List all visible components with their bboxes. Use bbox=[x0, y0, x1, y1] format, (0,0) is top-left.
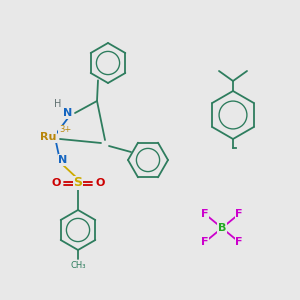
Text: B: B bbox=[218, 223, 226, 233]
Text: F: F bbox=[235, 237, 243, 247]
Text: N: N bbox=[58, 155, 68, 165]
Text: 3+: 3+ bbox=[59, 125, 71, 134]
Text: S: S bbox=[74, 176, 82, 190]
Text: F: F bbox=[201, 237, 209, 247]
Text: N: N bbox=[63, 108, 73, 118]
Text: O: O bbox=[95, 178, 105, 188]
Text: O: O bbox=[51, 178, 61, 188]
Text: F: F bbox=[235, 209, 243, 219]
Text: F: F bbox=[201, 209, 209, 219]
Text: H: H bbox=[54, 99, 62, 109]
Text: CH₃: CH₃ bbox=[70, 260, 86, 269]
Text: Ru: Ru bbox=[40, 132, 56, 142]
